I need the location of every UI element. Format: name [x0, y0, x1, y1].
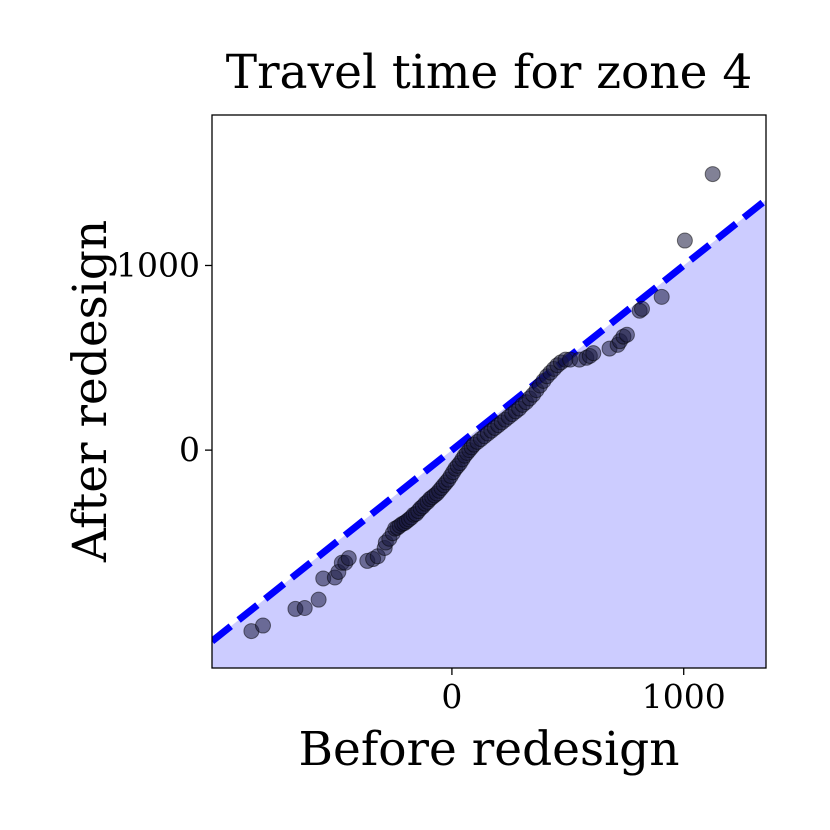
data-point	[310, 591, 327, 608]
data-point	[704, 166, 721, 183]
y-axis-ticks: 0 1000	[116, 245, 212, 469]
y-axis-label: After redesign	[63, 220, 118, 563]
data-point	[585, 345, 602, 362]
x-tick-label: 0	[441, 677, 462, 716]
chart-title: Travel time for zone 4	[226, 45, 753, 100]
data-point	[653, 288, 670, 305]
y-tick-label: 0	[179, 430, 200, 469]
reference-line	[212, 197, 766, 644]
x-tick-label: 1000	[642, 677, 726, 716]
points-layer	[243, 166, 721, 640]
data-point	[340, 550, 357, 567]
plot-frame	[211, 114, 767, 669]
plot-area	[212, 166, 766, 668]
data-point	[618, 326, 635, 343]
data-point	[296, 599, 313, 616]
data-point	[676, 232, 693, 249]
data-point	[254, 617, 271, 634]
x-axis-ticks: 0 1000	[441, 668, 726, 716]
x-axis-label: Before redesign	[299, 722, 680, 777]
data-point	[633, 300, 650, 317]
y-tick-label: 1000	[116, 245, 200, 284]
